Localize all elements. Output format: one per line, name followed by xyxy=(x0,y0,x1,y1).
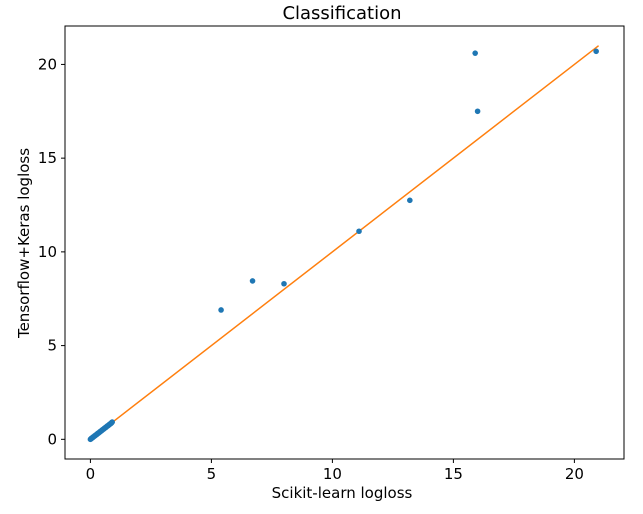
data-point xyxy=(472,50,478,56)
y-tick-label: 0 xyxy=(47,430,57,448)
y-tick-label: 15 xyxy=(38,149,57,167)
plot-frame xyxy=(64,25,625,460)
data-point xyxy=(593,48,599,55)
y-axis-title: Tensorflow+Keras logloss xyxy=(15,148,33,339)
data-point xyxy=(249,278,256,284)
x-axis-ticks: 0 5 10 15 20 xyxy=(86,459,584,483)
data-point xyxy=(356,228,362,235)
x-tick-label: 15 xyxy=(444,465,463,483)
data-point xyxy=(281,280,287,287)
data-point xyxy=(109,419,115,425)
x-tick-label: 10 xyxy=(323,465,342,483)
x-tick-label: 20 xyxy=(565,465,584,483)
y-axis-ticks: 0 5 10 15 20 xyxy=(38,55,65,448)
data-point xyxy=(218,307,224,313)
data-points-layer xyxy=(87,48,599,443)
x-tick-label: 5 xyxy=(207,465,217,483)
x-axis-title: Scikit-learn logloss xyxy=(272,484,413,502)
y-tick-label: 20 xyxy=(38,55,57,73)
reference-line-layer xyxy=(89,45,600,440)
chart-title: Classification xyxy=(282,3,401,24)
reference-line xyxy=(89,45,600,440)
y-tick-label: 10 xyxy=(38,243,57,261)
x-tick-label: 0 xyxy=(86,465,96,483)
data-point xyxy=(474,108,481,115)
y-tick-label: 5 xyxy=(47,337,57,355)
data-point xyxy=(407,197,413,204)
